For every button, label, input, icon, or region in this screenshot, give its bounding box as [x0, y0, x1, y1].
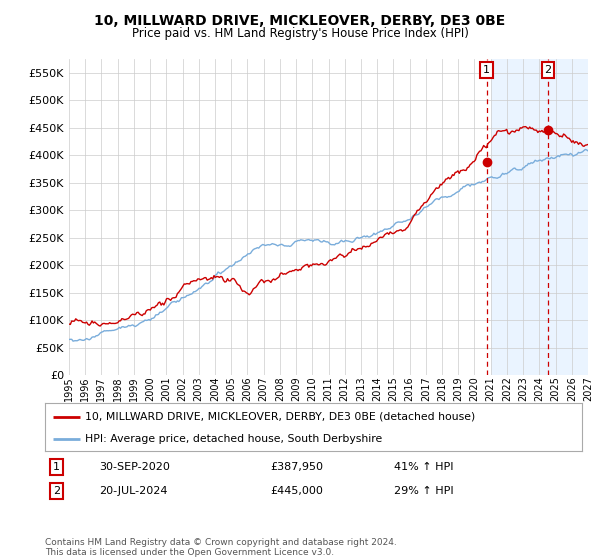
Text: 1: 1	[53, 462, 61, 472]
Text: £387,950: £387,950	[271, 462, 323, 472]
Text: 2: 2	[53, 486, 61, 496]
Text: 2: 2	[545, 65, 551, 75]
Text: 20-JUL-2024: 20-JUL-2024	[98, 486, 167, 496]
Text: 29% ↑ HPI: 29% ↑ HPI	[394, 486, 454, 496]
Text: Price paid vs. HM Land Registry's House Price Index (HPI): Price paid vs. HM Land Registry's House …	[131, 27, 469, 40]
Text: Contains HM Land Registry data © Crown copyright and database right 2024.
This d: Contains HM Land Registry data © Crown c…	[45, 538, 397, 557]
Bar	[491, 59, 588, 375]
Text: 30-SEP-2020: 30-SEP-2020	[98, 462, 170, 472]
Text: 41% ↑ HPI: 41% ↑ HPI	[394, 462, 454, 472]
Text: £445,000: £445,000	[271, 486, 323, 496]
Text: 10, MILLWARD DRIVE, MICKLEOVER, DERBY, DE3 0BE (detached house): 10, MILLWARD DRIVE, MICKLEOVER, DERBY, D…	[85, 412, 476, 422]
Text: HPI: Average price, detached house, South Derbyshire: HPI: Average price, detached house, Sout…	[85, 434, 383, 444]
Text: 1: 1	[483, 65, 490, 75]
Text: 10, MILLWARD DRIVE, MICKLEOVER, DERBY, DE3 0BE: 10, MILLWARD DRIVE, MICKLEOVER, DERBY, D…	[94, 14, 506, 28]
